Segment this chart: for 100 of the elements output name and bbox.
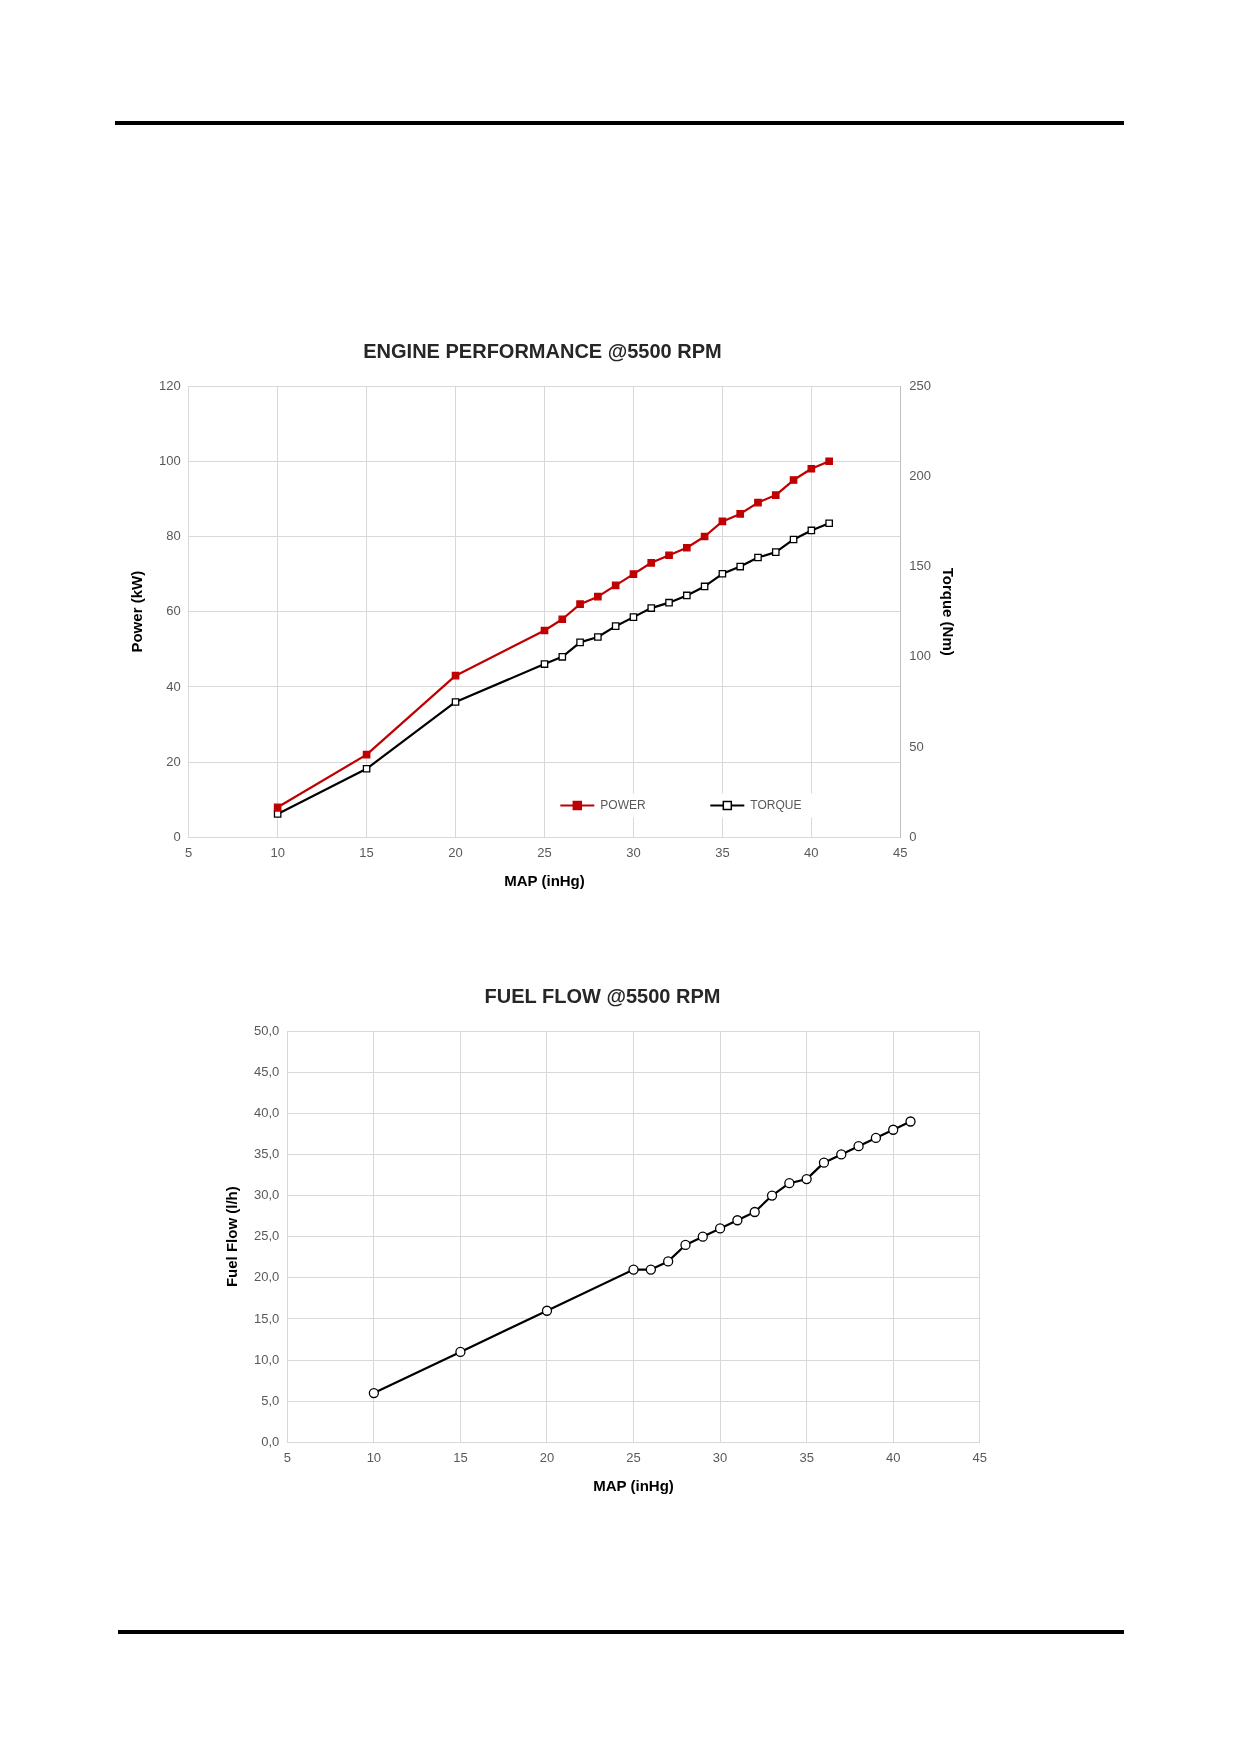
y2-tick-label: 0 bbox=[909, 828, 917, 844]
x-tick-label: 10 bbox=[270, 844, 285, 860]
y-tick-label: 100 bbox=[158, 452, 181, 468]
y-axis-title: Power (kW) bbox=[128, 570, 146, 653]
y-tick-label: 35,0 bbox=[253, 1146, 280, 1161]
y-tick-label: 60 bbox=[166, 603, 181, 619]
point bbox=[754, 553, 762, 562]
point bbox=[825, 457, 833, 466]
point bbox=[611, 622, 620, 630]
y2-tick-label: 250 bbox=[909, 377, 932, 393]
x-tick-label: 20 bbox=[448, 844, 463, 860]
point bbox=[451, 698, 460, 706]
point bbox=[647, 558, 656, 567]
x-tick-label: 45 bbox=[972, 1449, 987, 1465]
x-axis-title: MAP (inHg) bbox=[593, 1477, 674, 1495]
y-tick-label: 120 bbox=[158, 377, 181, 393]
point bbox=[784, 1178, 795, 1189]
x-tick-label: 15 bbox=[453, 1449, 468, 1465]
point bbox=[736, 510, 745, 518]
y2-tick-label: 150 bbox=[909, 558, 932, 574]
y-tick-label: 0 bbox=[173, 828, 181, 844]
y-tick-label: 45,0 bbox=[253, 1063, 280, 1079]
point bbox=[594, 633, 602, 641]
y-tick-label: 40 bbox=[166, 678, 181, 694]
x-tick-label: 25 bbox=[537, 844, 552, 860]
legend-label: TORQUE bbox=[750, 797, 802, 812]
point bbox=[368, 1387, 380, 1399]
y-tick-label: 20 bbox=[166, 753, 181, 769]
point bbox=[665, 551, 673, 560]
y-tick-label: 80 bbox=[166, 528, 181, 544]
point bbox=[682, 591, 691, 600]
point bbox=[836, 1149, 847, 1160]
x-axis-title: MAP (inHg) bbox=[504, 872, 585, 890]
point bbox=[766, 1190, 778, 1201]
y-tick-label: 30,0 bbox=[253, 1187, 280, 1203]
point bbox=[825, 519, 833, 528]
y-tick-label: 50,0 bbox=[253, 1022, 280, 1038]
y-tick-label: 25,0 bbox=[253, 1228, 280, 1244]
x-tick-label: 40 bbox=[804, 844, 819, 860]
x-tick-label: 10 bbox=[366, 1449, 382, 1465]
x-tick-label: 15 bbox=[359, 844, 374, 860]
point bbox=[771, 491, 780, 499]
x-tick-label: 40 bbox=[885, 1449, 901, 1465]
y-tick-label: 5,0 bbox=[261, 1392, 280, 1408]
y-tick-label: 20,0 bbox=[253, 1269, 280, 1285]
point bbox=[540, 660, 549, 668]
point bbox=[558, 615, 567, 624]
point bbox=[771, 548, 780, 556]
point bbox=[558, 653, 567, 661]
point bbox=[576, 638, 584, 647]
point bbox=[718, 569, 727, 578]
y-tick-label: 15,0 bbox=[253, 1310, 280, 1326]
x-tick-label: 20 bbox=[539, 1449, 555, 1465]
point bbox=[807, 464, 816, 473]
x-tick-label: 35 bbox=[799, 1449, 814, 1465]
point bbox=[455, 1346, 466, 1358]
point bbox=[801, 1173, 812, 1185]
x-tick-label: 30 bbox=[626, 844, 641, 860]
x-tick-label: 25 bbox=[626, 1449, 641, 1465]
y2-tick-label: 100 bbox=[909, 648, 932, 664]
x-tick-label: 5 bbox=[283, 1449, 291, 1465]
point bbox=[647, 604, 656, 612]
point bbox=[714, 1223, 726, 1234]
point bbox=[541, 1305, 553, 1316]
x-tick-label: 45 bbox=[893, 844, 908, 860]
point bbox=[628, 1264, 639, 1275]
point bbox=[818, 1157, 830, 1168]
point bbox=[754, 498, 762, 507]
legend-label: POWER bbox=[600, 797, 646, 812]
point bbox=[682, 543, 691, 552]
point bbox=[663, 1256, 674, 1267]
y-tick-label: 10,0 bbox=[253, 1351, 280, 1367]
y-tick-label: 0,0 bbox=[261, 1433, 280, 1449]
point bbox=[629, 613, 638, 621]
point bbox=[905, 1116, 916, 1127]
point bbox=[888, 1124, 899, 1135]
chart-title: FUEL FLOW @5500 RPM bbox=[484, 984, 721, 1007]
y2-tick-label: 50 bbox=[909, 738, 924, 754]
point bbox=[732, 1215, 743, 1226]
point bbox=[665, 598, 673, 607]
y2-tick-label: 200 bbox=[909, 467, 932, 483]
point bbox=[362, 764, 371, 773]
y-tick-label: 40,0 bbox=[253, 1104, 280, 1120]
point bbox=[645, 1264, 656, 1275]
x-tick-label: 5 bbox=[185, 844, 193, 860]
chart-title: ENGINE PERFORMANCE @5500 RPM bbox=[363, 339, 722, 362]
point bbox=[736, 562, 745, 571]
point bbox=[749, 1206, 760, 1218]
point bbox=[853, 1141, 864, 1152]
point bbox=[629, 570, 638, 578]
point bbox=[697, 1231, 708, 1242]
point bbox=[789, 476, 798, 484]
y2-axis-title: Torque (Nm) bbox=[939, 567, 957, 656]
y-axis-title: Fuel Flow (l/h) bbox=[223, 1186, 241, 1288]
point bbox=[870, 1132, 882, 1144]
x-tick-label: 30 bbox=[712, 1449, 728, 1465]
x-tick-label: 35 bbox=[715, 844, 730, 860]
point bbox=[576, 600, 584, 609]
point bbox=[594, 592, 602, 601]
point bbox=[273, 803, 282, 812]
